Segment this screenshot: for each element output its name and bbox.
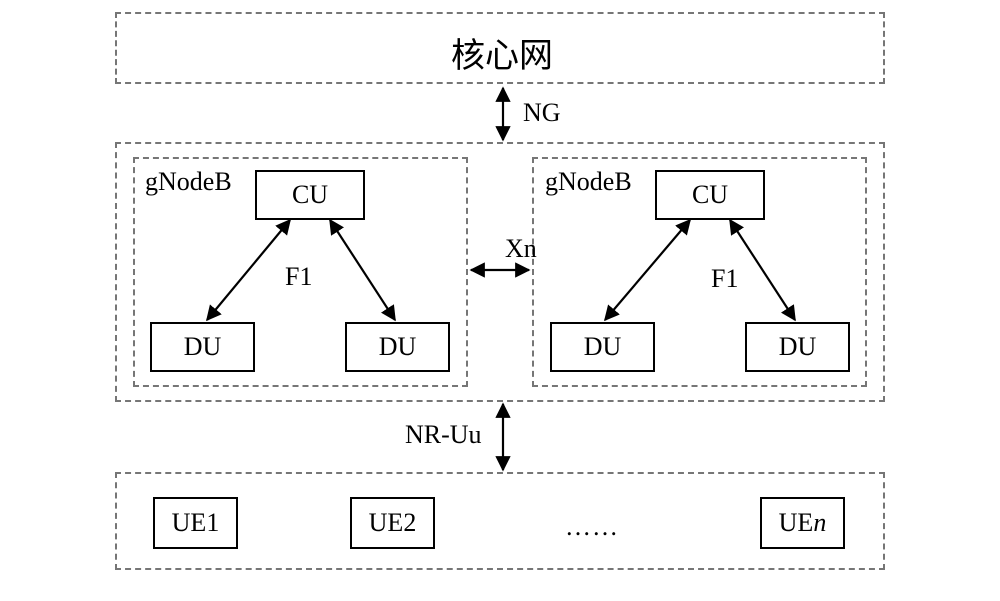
du-right-1-label: DU [584,332,622,362]
nruu-label: NR-Uu [405,420,482,450]
du-right-2-label: DU [779,332,817,362]
uen-suffix: n [813,508,826,538]
gnb-left-label: gNodeB [145,167,232,197]
cu-right-box: CU [655,170,765,220]
du-right-2-box: DU [745,322,850,372]
core-network-label: 核心网 [117,28,887,77]
gnb-right-label: gNodeB [545,167,632,197]
cu-right-label: CU [692,180,728,210]
f1-left-label: F1 [285,262,312,292]
du-left-1-box: DU [150,322,255,372]
uen-box: UEn [760,497,845,549]
du-left-1-label: DU [184,332,222,362]
cu-left-label: CU [292,180,328,210]
ng-label: NG [523,98,561,128]
cu-left-box: CU [255,170,365,220]
du-left-2-label: DU [379,332,417,362]
du-right-1-box: DU [550,322,655,372]
ue1-box: UE1 [153,497,238,549]
ue2-box: UE2 [350,497,435,549]
ue2-label: UE2 [369,508,417,538]
diagram-stage: 核心网 gNodeB CU DU DU F1 gNodeB CU DU DU F… [115,12,885,572]
ue1-label: UE1 [172,508,220,538]
xn-label: Xn [505,234,537,264]
f1-right-label: F1 [711,264,738,294]
ue-ellipsis: …… [565,512,619,542]
du-left-2-box: DU [345,322,450,372]
core-network-box: 核心网 [115,12,885,84]
uen-prefix: UE [779,508,814,538]
